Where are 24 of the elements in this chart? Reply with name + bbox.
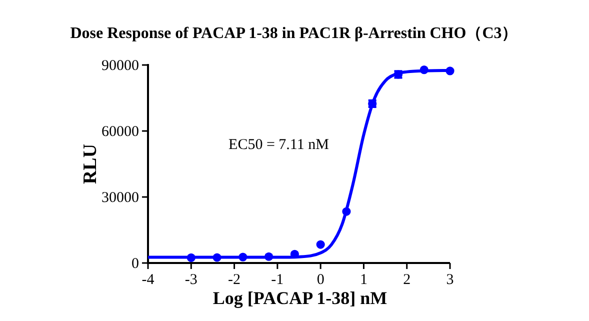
annotation: EC50 = 7.11 nM — [228, 137, 329, 154]
point — [264, 252, 274, 261]
x-tick-label: -3 — [184, 272, 198, 288]
point — [186, 253, 196, 262]
x-tick-label: 0 — [316, 272, 324, 288]
point — [446, 66, 454, 76]
point — [212, 253, 222, 262]
x-tick-label: -4 — [142, 272, 155, 288]
point — [316, 240, 325, 249]
x-tick-label: -2 — [228, 272, 241, 288]
x-tick-label: 2 — [403, 272, 411, 288]
x-axis-title: Log [PACAP 1-38] nM — [212, 288, 388, 308]
y-tick-label: 60000 — [102, 124, 139, 140]
y-axis-title: RLU — [80, 144, 101, 184]
point — [238, 252, 248, 262]
y-tick-label: 0 — [132, 256, 139, 272]
chart-title: Dose Response of PACAP 1-38 in PAC1R β-Arrestin CHO（C3） — [70, 25, 518, 42]
point — [420, 66, 428, 74]
x-tick-label: -1 — [271, 272, 284, 288]
x-tick-label: 1 — [360, 272, 368, 288]
y-tick-label: 90000 — [102, 58, 139, 74]
x-tick-label: 3 — [446, 272, 454, 288]
point — [342, 207, 351, 216]
y-tick-label: 30000 — [102, 190, 139, 206]
